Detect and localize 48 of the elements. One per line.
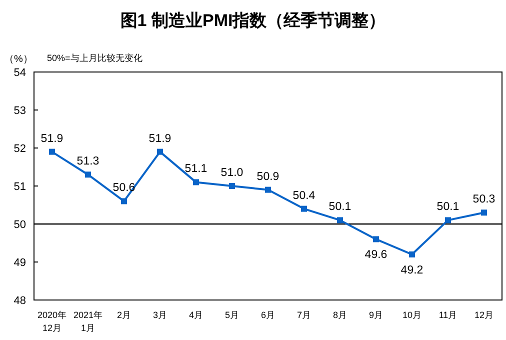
data-label: 50.1 bbox=[328, 201, 352, 214]
y-tick-label: 51 bbox=[14, 181, 26, 193]
data-label: 49.2 bbox=[400, 264, 424, 276]
point bbox=[193, 179, 199, 186]
point bbox=[409, 251, 415, 258]
x-tick-label: 9月 bbox=[368, 310, 384, 320]
y-tick-label: 53 bbox=[14, 105, 26, 117]
y-tick-label: 50 bbox=[14, 219, 26, 231]
point bbox=[481, 210, 487, 216]
x-tick-label: 2月 bbox=[116, 310, 132, 320]
point bbox=[157, 148, 163, 155]
data-label: 50.4 bbox=[292, 190, 316, 202]
point bbox=[337, 217, 343, 224]
y-tick-label: 48 bbox=[14, 295, 26, 307]
data-label: 50.9 bbox=[256, 170, 280, 183]
x-tick-label: 4月 bbox=[188, 310, 204, 320]
x-tick-label: 6月 bbox=[260, 310, 276, 320]
data-label: 51.9 bbox=[148, 132, 172, 145]
point bbox=[229, 183, 235, 189]
x-tick-label: 2020年 12月 bbox=[37, 310, 67, 333]
point bbox=[445, 217, 451, 224]
x-tick-label: 12月 bbox=[474, 310, 494, 320]
text: 50%=与上月比较无变化 bbox=[47, 53, 142, 63]
y-tick-label: 49 bbox=[14, 257, 26, 269]
x-tick-label: 10月 bbox=[402, 310, 422, 320]
x-tick-label: 2021年 1月 bbox=[73, 310, 103, 333]
data-label: 51.0 bbox=[220, 167, 244, 179]
point bbox=[85, 172, 91, 178]
point bbox=[373, 236, 379, 242]
x-tick-label: 5月 bbox=[224, 310, 240, 320]
point bbox=[301, 206, 307, 212]
data-label: 51.9 bbox=[40, 132, 64, 145]
data-label: 50.1 bbox=[436, 201, 460, 214]
point bbox=[265, 186, 271, 193]
data-label: 50.3 bbox=[472, 194, 496, 206]
chart-title: 图1 制造业PMI指数（经季节调整） bbox=[120, 11, 386, 30]
x-tick-label: 11月 bbox=[438, 310, 458, 320]
data-label: 51.1 bbox=[184, 163, 208, 176]
x-tick-label: 7月 bbox=[296, 310, 312, 320]
x-tick-label: 8月 bbox=[332, 310, 348, 320]
x-tick-label: 3月 bbox=[152, 310, 168, 320]
point bbox=[49, 148, 55, 155]
y-tick-label: 54 bbox=[14, 67, 26, 79]
data-label: 49.6 bbox=[364, 249, 388, 262]
y-axis-title: （%） bbox=[4, 54, 33, 65]
data-label: 51.3 bbox=[76, 156, 100, 168]
y-tick-label: 52 bbox=[14, 143, 26, 155]
point bbox=[121, 198, 127, 204]
